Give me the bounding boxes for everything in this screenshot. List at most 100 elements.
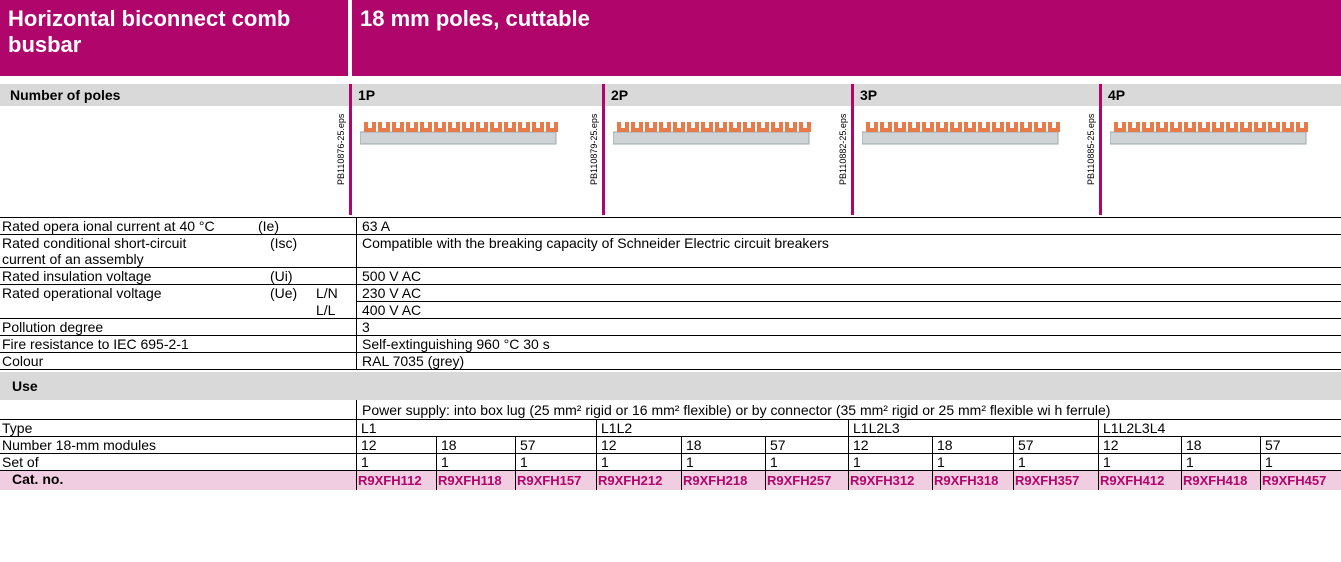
rule: [1260, 437, 1261, 454]
rule: [932, 437, 933, 454]
use-value: 1: [361, 454, 438, 471]
spec-label: Rated conditional short-circuit: [2, 235, 252, 252]
rule: [596, 420, 597, 437]
use-value: L1L2L3L4: [1103, 420, 1341, 437]
rule: [765, 437, 766, 454]
rule: [1013, 454, 1014, 471]
magenta-divider: [1099, 84, 1102, 215]
rule: [1181, 454, 1182, 471]
spec-label: Rated operational voltage: [2, 285, 252, 302]
spec-label: Rated opera ional current at 40 °C: [2, 218, 252, 235]
rule: [596, 454, 597, 471]
cat-no: R9XFH457: [1262, 471, 1340, 488]
use-value: L1L2L3: [853, 420, 1100, 437]
rule: [681, 471, 682, 490]
use-value: 1: [853, 454, 934, 471]
cat-no: R9XFH312: [850, 471, 931, 488]
rule: [848, 437, 849, 454]
rule: [1013, 471, 1014, 490]
image-ref: PB110882-25.eps: [838, 105, 849, 185]
power-supply: Power supply: into box lug (25 mm² rigid…: [362, 401, 1337, 420]
use-value: 57: [520, 437, 598, 454]
spec-value: 230 V AC: [362, 285, 1332, 302]
magenta-divider: [349, 84, 352, 215]
spec-sub: L/N: [316, 285, 356, 302]
use-value: 1: [520, 454, 598, 471]
cat-no: R9XFH157: [517, 471, 595, 488]
magenta-divider: [602, 84, 605, 215]
rule: [1098, 471, 1099, 490]
use-value: 57: [770, 437, 850, 454]
rule: [515, 437, 516, 454]
spec-label: Colour: [2, 353, 252, 370]
use-value: 12: [853, 437, 934, 454]
use-value: 12: [601, 437, 683, 454]
use-value: 12: [361, 437, 438, 454]
rule: [681, 437, 682, 454]
use-value: 1: [770, 454, 850, 471]
spec-value: 3: [362, 319, 1332, 336]
image-ref: PB110876-25.eps: [336, 105, 347, 185]
use-value: 18: [686, 437, 767, 454]
product-image: [862, 118, 1062, 152]
rule: [1260, 454, 1261, 471]
product-image: [1110, 118, 1310, 152]
cat-no: R9XFH412: [1100, 471, 1180, 488]
rule: [1098, 437, 1099, 454]
rule: [515, 454, 516, 471]
cat-no: R9XFH318: [934, 471, 1012, 488]
use-value: 1: [1186, 454, 1262, 471]
use-value: 1: [601, 454, 683, 471]
rule: [356, 218, 357, 370]
use-value: 18: [937, 437, 1015, 454]
spec-label: Rated insulation voltage: [2, 268, 252, 285]
use-label: Set of: [2, 454, 342, 471]
cat-no: R9XFH418: [1183, 471, 1259, 488]
rule: [932, 454, 933, 471]
rule: [436, 437, 437, 454]
rule: [596, 437, 597, 454]
cat-no: R9XFH257: [767, 471, 847, 488]
use-value: 1: [1103, 454, 1183, 471]
spec-symbol: (Isc): [270, 235, 320, 252]
spec-value: 400 V AC: [362, 302, 1332, 319]
use-title: Use: [12, 372, 212, 400]
cat-no: R9XFH112: [358, 471, 435, 488]
poles-label: Number of poles: [10, 84, 340, 106]
use-value: L1L2: [601, 420, 850, 437]
use-value: L1: [361, 420, 598, 437]
rule: [436, 471, 437, 490]
spec-value: 500 V AC: [362, 268, 1332, 285]
rule: [848, 420, 849, 437]
rule: [1181, 437, 1182, 454]
use-value: 18: [441, 437, 517, 454]
use-value: 1: [686, 454, 767, 471]
header-title: Horizontal biconnect comb busbar: [0, 0, 348, 76]
rule: [848, 471, 849, 490]
use-value: 1: [1265, 454, 1341, 471]
spec-label: Fire resistance to IEC 695-2-1: [2, 336, 252, 353]
use-value: 57: [1018, 437, 1100, 454]
rule: [932, 471, 933, 490]
rule: [515, 471, 516, 490]
image-ref: PB110879-25.eps: [589, 105, 600, 185]
use-value: 1: [1018, 454, 1100, 471]
spec-value: 63 A: [362, 218, 1332, 235]
spec-symbol: (Ui): [270, 268, 320, 285]
use-value: 57: [1265, 437, 1341, 454]
use-value: 18: [1186, 437, 1262, 454]
spec-label: Pollution degree: [2, 319, 252, 336]
spec-value: Compatible with the breaking capacity of…: [362, 235, 1332, 252]
rule: [356, 437, 357, 454]
pole-count: 2P: [611, 84, 811, 106]
rule: [436, 454, 437, 471]
spec-symbol: (Ie): [258, 218, 308, 235]
rule: [356, 400, 357, 420]
spec-label: current of an assembly: [2, 251, 252, 268]
use-label: Number 18-mm modules: [2, 437, 342, 454]
cat-no: R9XFH212: [598, 471, 680, 488]
rule: [765, 454, 766, 471]
rule: [1181, 471, 1182, 490]
rule: [1098, 420, 1099, 437]
image-ref: PB110885-25.eps: [1086, 105, 1097, 185]
